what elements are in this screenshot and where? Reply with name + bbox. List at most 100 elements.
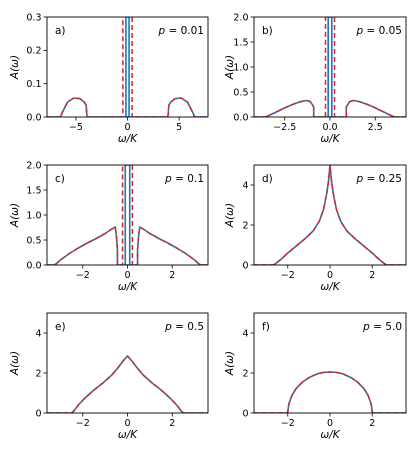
y-tick-label: 1.5	[26, 185, 41, 196]
series-exact-line	[327, 17, 333, 117]
y-axis-label: A(ω)	[224, 203, 236, 228]
panel-letter: d)	[262, 173, 273, 185]
series-exact-line	[254, 99, 406, 117]
panel-6: −2 0 2 0 2 4 ω/K A(ω) f) p = 5.0	[224, 312, 407, 441]
series-exact-line	[124, 165, 131, 265]
p-annotation: p = 0.01	[157, 25, 204, 37]
y-tick-label: 1.0	[26, 210, 41, 221]
plot-area	[254, 17, 406, 117]
y-tick-label: 0	[242, 260, 248, 271]
y-tick-label: 1.0	[233, 62, 248, 73]
y-tick-label: 0.0	[26, 112, 41, 123]
panel-letter: c)	[55, 173, 65, 185]
p-value: = 0.1	[172, 173, 204, 185]
panel-5: −2 0 2 0 2 4 ω/K A(ω) e) p = 0.5	[9, 312, 209, 441]
p-symbol: p	[355, 173, 363, 185]
x-tick-label: 5	[176, 122, 182, 133]
y-tick-label: 0.0	[26, 260, 41, 271]
p-value: = 0.01	[165, 25, 204, 37]
y-axis-label: A(ω)	[9, 55, 21, 80]
series-approx-line	[47, 355, 208, 413]
series-exact-line	[254, 371, 406, 413]
plot-area	[47, 355, 208, 413]
x-tick-label: 0	[124, 418, 130, 429]
p-symbol: p	[164, 173, 172, 185]
panel-3: −2 0 2 0.0 0.5 1.0 1.5 2.0 ω/K A(ω) c) p = 0.1	[9, 160, 209, 293]
x-tick-label: −2.5	[273, 122, 296, 133]
panel-letter: e)	[55, 321, 66, 333]
x-axis-label: ω/K	[320, 429, 340, 441]
x-tick-label: 0	[327, 418, 333, 429]
series-approx-line	[254, 371, 406, 413]
series-approx-line	[254, 17, 327, 117]
y-tick-label: 0.3	[26, 12, 41, 23]
panel-letter: f)	[262, 321, 270, 333]
plot-area	[254, 371, 406, 413]
plot-area	[47, 165, 208, 265]
p-annotation: p = 0.25	[355, 173, 402, 185]
x-axis-label: ω/K	[118, 133, 138, 145]
p-value: = 0.5	[172, 321, 204, 333]
p-annotation: p = 5.0	[362, 321, 402, 333]
x-tick-label: −2	[76, 418, 90, 429]
p-value: = 0.25	[363, 173, 402, 185]
x-tick-label: 0	[327, 270, 333, 281]
series-approx-line	[131, 165, 208, 265]
p-annotation: p = 0.05	[355, 25, 402, 37]
panel-letter: b)	[262, 25, 273, 37]
y-tick-label: 0	[35, 408, 41, 419]
p-symbol: p	[157, 25, 165, 37]
series-exact-line	[47, 355, 208, 413]
plot-area	[254, 165, 406, 265]
x-tick-label: 0	[124, 122, 130, 133]
y-tick-label: 0	[242, 408, 248, 419]
p-symbol: p	[362, 321, 370, 333]
x-tick-label: 2	[169, 270, 175, 281]
x-tick-label: −5	[69, 122, 83, 133]
x-tick-label: 0	[124, 270, 130, 281]
series-exact-line	[47, 97, 208, 117]
series-approx-line	[254, 165, 406, 265]
y-tick-label: 0.5	[26, 235, 41, 246]
panel-1: −5 0 5 0.0 0.1 0.2 0.3 ω/K A(ω) a) p = 0.01	[9, 12, 209, 145]
x-tick-label: 2	[169, 418, 175, 429]
y-tick-label: 0.1	[26, 79, 41, 90]
x-tick-label: 0.0	[322, 122, 337, 133]
y-tick-label: 0.5	[233, 87, 248, 98]
x-tick-label: −2	[281, 418, 295, 429]
x-axis-label: ω/K	[118, 281, 138, 293]
x-tick-label: −2	[281, 270, 295, 281]
x-axis-label: ω/K	[118, 429, 138, 441]
x-tick-label: −2	[76, 270, 90, 281]
x-axis-label: ω/K	[320, 133, 340, 145]
p-annotation: p = 0.1	[164, 173, 204, 185]
series-approx-line	[47, 17, 124, 117]
y-tick-label: 2	[242, 220, 248, 231]
p-annotation: p = 0.5	[164, 321, 204, 333]
p-symbol: p	[355, 25, 363, 37]
y-tick-label: 2.0	[233, 12, 248, 23]
y-tick-label: 2	[35, 368, 41, 379]
x-axis-label: ω/K	[320, 281, 340, 293]
y-tick-label: 4	[242, 328, 248, 339]
y-tick-label: 2	[242, 368, 248, 379]
y-tick-label: 0.2	[26, 46, 41, 57]
y-axis-label: A(ω)	[9, 351, 21, 376]
y-tick-label: 4	[242, 180, 248, 191]
panel-4: −2 0 2 0 2 4 ω/K A(ω) d) p = 0.25	[224, 164, 407, 293]
y-tick-label: 0.0	[233, 112, 248, 123]
panel-letter: a)	[55, 25, 66, 37]
x-tick-label: 2	[369, 270, 375, 281]
series-approx-line	[47, 165, 124, 265]
panel-2: −2.5 0.0 2.5 0.0 0.5 1.0 1.5 2.0 ω/K A(ω) b) p = 0.…	[224, 12, 407, 145]
x-tick-label: 2.5	[368, 122, 383, 133]
series-approx-line	[333, 17, 406, 117]
series-exact-line	[47, 226, 208, 265]
y-tick-label: 1.5	[233, 37, 248, 48]
p-value: = 5.0	[370, 321, 402, 333]
y-tick-label: 2.0	[26, 160, 41, 171]
y-axis-label: A(ω)	[9, 203, 21, 228]
x-tick-label: 2	[369, 418, 375, 429]
p-symbol: p	[164, 321, 172, 333]
